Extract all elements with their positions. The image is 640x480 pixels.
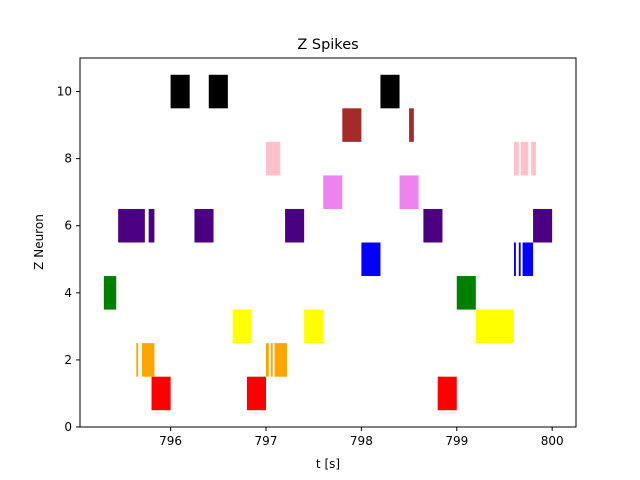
x-tick-label: 799: [445, 434, 468, 448]
spike-bar-neuron-6-4: [423, 208, 443, 243]
spike-bar-neuron-9-1: [409, 108, 414, 142]
spike-bar-neuron-5-3: [522, 242, 534, 277]
x-tick-label: 798: [350, 434, 373, 448]
spike-bar-neuron-8-0: [266, 141, 281, 176]
spike-bar-neuron-6-1: [148, 208, 155, 243]
spike-bar-neuron-4-1: [456, 276, 476, 310]
y-tick-label: 10: [57, 85, 72, 99]
spike-bar-neuron-2-4: [274, 343, 287, 377]
spike-bar-neuron-7-1: [399, 175, 419, 209]
plot-frame: [79, 57, 577, 428]
spike-bar-neuron-5-0: [361, 242, 381, 277]
spike-bar-neuron-10-1: [208, 74, 228, 109]
y-axis-ticks: 0 2 4 6 8 10: [57, 85, 80, 434]
y-tick-label: 0: [64, 420, 72, 434]
spike-bar-neuron-1-2: [437, 376, 457, 411]
spike-bar-neuron-5-1: [514, 242, 516, 277]
spike-bar-neuron-7-0: [323, 175, 343, 209]
spike-bar-neuron-2-1: [142, 343, 155, 377]
spike-bar-neuron-5-2: [518, 242, 521, 277]
spike-bar-neuron-2-3: [270, 343, 273, 377]
x-axis-ticks: 796 797 798 799 800: [159, 427, 564, 448]
spike-bar-neuron-6-2: [194, 208, 214, 243]
spike-bar-neuron-3-0: [232, 309, 252, 344]
spike-bar-neuron-6-5: [533, 208, 553, 243]
x-tick-label: 797: [255, 434, 278, 448]
y-tick-label: 4: [64, 286, 72, 300]
spike-bar-neuron-8-3: [531, 141, 536, 176]
spike-bar-neuron-3-2: [475, 309, 514, 344]
y-tick-label: 6: [64, 219, 72, 233]
spike-bar-neuron-9-0: [342, 108, 362, 142]
y-axis-label: Z Neuron: [32, 214, 46, 270]
spike-bar-neuron-8-2: [520, 141, 529, 176]
x-axis-label: t [s]: [316, 457, 340, 471]
spike-bars: [103, 74, 553, 411]
spike-bar-neuron-6-3: [285, 208, 305, 243]
spike-bar-neuron-3-1: [304, 309, 324, 344]
spike-bar-neuron-10-0: [170, 74, 190, 109]
y-tick-label: 2: [64, 353, 72, 367]
spike-bar-neuron-8-1: [514, 141, 519, 176]
y-tick-label: 8: [64, 152, 72, 166]
spike-bar-neuron-1-0: [151, 376, 171, 411]
x-tick-label: 796: [159, 434, 182, 448]
chart-title: Z Spikes: [297, 37, 358, 53]
spike-bar-neuron-1-1: [246, 376, 266, 411]
spike-bar-neuron-6-0: [118, 208, 145, 243]
spike-bar-neuron-2-0: [136, 343, 139, 377]
x-tick-label: 800: [541, 434, 564, 448]
spike-bar-neuron-4-0: [103, 276, 117, 310]
spike-bar-neuron-10-2: [380, 74, 400, 109]
spike-bar-neuron-2-2: [266, 343, 269, 377]
